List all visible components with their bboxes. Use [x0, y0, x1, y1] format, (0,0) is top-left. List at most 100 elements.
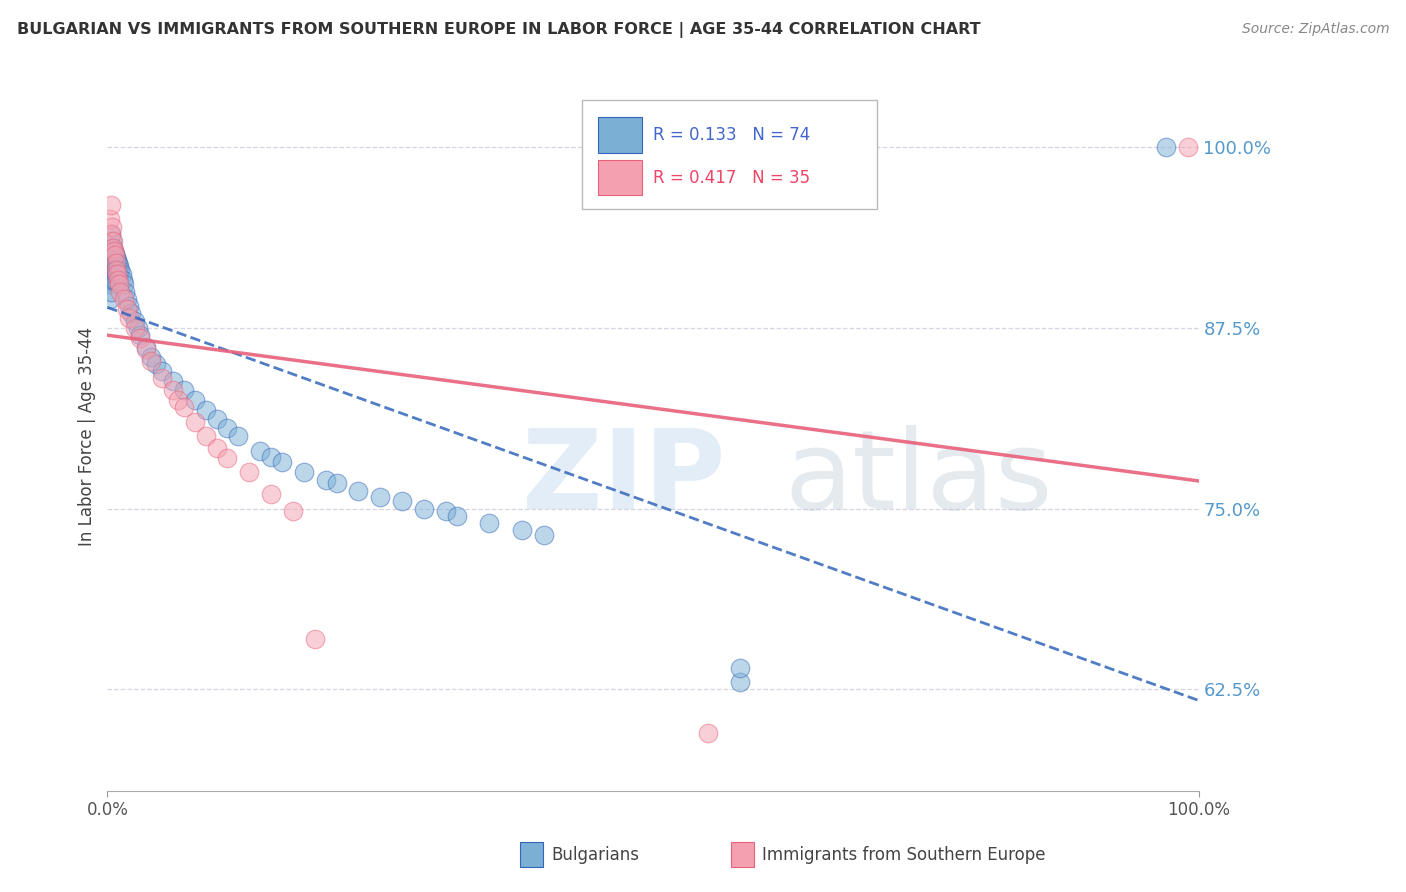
- Point: [112, 292, 135, 306]
- Point: [127, 320, 149, 334]
- Point: [150, 371, 173, 385]
- Point: [100, 198, 122, 212]
- Point: [292, 466, 315, 480]
- Bar: [599, 160, 643, 195]
- Point: [98, 292, 121, 306]
- Point: [104, 248, 127, 262]
- Point: [260, 487, 283, 501]
- Point: [114, 285, 136, 299]
- Text: BULGARIAN VS IMMIGRANTS FROM SOUTHERN EUROPE IN LABOR FORCE | AGE 35-44 CORRELAT: BULGARIAN VS IMMIGRANTS FROM SOUTHERN EU…: [17, 22, 980, 38]
- Point: [105, 267, 128, 281]
- Point: [260, 450, 283, 464]
- Point: [110, 285, 132, 299]
- Point: [347, 484, 370, 499]
- Point: [101, 252, 124, 267]
- Point: [100, 241, 122, 255]
- Point: [105, 263, 128, 277]
- Point: [129, 328, 152, 343]
- Point: [105, 261, 128, 276]
- Point: [104, 247, 127, 261]
- Point: [183, 415, 205, 429]
- Point: [103, 255, 125, 269]
- Point: [98, 255, 121, 269]
- Text: Source: ZipAtlas.com: Source: ZipAtlas.com: [1241, 22, 1389, 37]
- Point: [162, 374, 184, 388]
- Point: [110, 267, 132, 281]
- Point: [368, 490, 391, 504]
- Point: [111, 273, 134, 287]
- Point: [98, 212, 121, 227]
- Point: [107, 255, 129, 269]
- Point: [108, 259, 131, 273]
- Text: R = 0.133   N = 74: R = 0.133 N = 74: [652, 126, 810, 144]
- Point: [105, 252, 128, 267]
- Point: [118, 310, 141, 325]
- Point: [103, 244, 125, 259]
- Point: [173, 383, 195, 397]
- Point: [104, 264, 127, 278]
- Point: [135, 343, 157, 357]
- Point: [249, 443, 271, 458]
- Point: [100, 248, 122, 262]
- Point: [120, 306, 142, 320]
- Point: [108, 267, 131, 281]
- Point: [696, 725, 718, 739]
- Point: [135, 340, 157, 354]
- Point: [162, 383, 184, 397]
- Point: [194, 403, 217, 417]
- Point: [217, 450, 239, 465]
- Point: [101, 273, 124, 287]
- Point: [107, 264, 129, 278]
- Point: [228, 429, 250, 443]
- Bar: [599, 118, 643, 153]
- Point: [112, 277, 135, 292]
- Point: [315, 473, 337, 487]
- Point: [105, 250, 128, 264]
- Point: [101, 234, 124, 248]
- Point: [730, 661, 752, 675]
- Point: [100, 219, 122, 234]
- Point: [108, 277, 131, 292]
- Point: [104, 255, 127, 269]
- Text: ZIP: ZIP: [522, 425, 725, 533]
- Point: [107, 273, 129, 287]
- Point: [100, 285, 122, 299]
- Point: [304, 632, 326, 646]
- Point: [205, 441, 228, 455]
- Point: [100, 234, 122, 248]
- Point: [217, 420, 239, 434]
- Point: [446, 508, 468, 523]
- Point: [100, 267, 122, 281]
- Text: Immigrants from Southern Europe: Immigrants from Southern Europe: [762, 846, 1046, 863]
- Point: [100, 248, 122, 262]
- Point: [139, 350, 162, 364]
- Point: [104, 273, 127, 287]
- Point: [391, 494, 413, 508]
- Point: [205, 412, 228, 426]
- Point: [105, 255, 128, 269]
- Point: [105, 267, 128, 281]
- Point: [101, 241, 124, 255]
- Point: [478, 516, 501, 530]
- Point: [103, 267, 125, 281]
- Point: [510, 523, 533, 537]
- Y-axis label: In Labor Force | Age 35-44: In Labor Force | Age 35-44: [79, 326, 96, 546]
- Point: [129, 331, 152, 345]
- Point: [100, 259, 122, 273]
- Point: [238, 466, 260, 480]
- Point: [271, 455, 294, 469]
- Point: [281, 504, 304, 518]
- Text: Bulgarians: Bulgarians: [551, 846, 640, 863]
- Point: [100, 267, 122, 281]
- Point: [115, 292, 138, 306]
- Point: [100, 259, 122, 273]
- Point: [105, 259, 128, 273]
- Point: [1154, 140, 1177, 154]
- Point: [150, 364, 173, 378]
- Point: [110, 263, 132, 277]
- Point: [145, 357, 167, 371]
- Text: R = 0.417   N = 35: R = 0.417 N = 35: [652, 169, 810, 186]
- Point: [434, 504, 457, 518]
- Point: [325, 475, 347, 490]
- Point: [183, 393, 205, 408]
